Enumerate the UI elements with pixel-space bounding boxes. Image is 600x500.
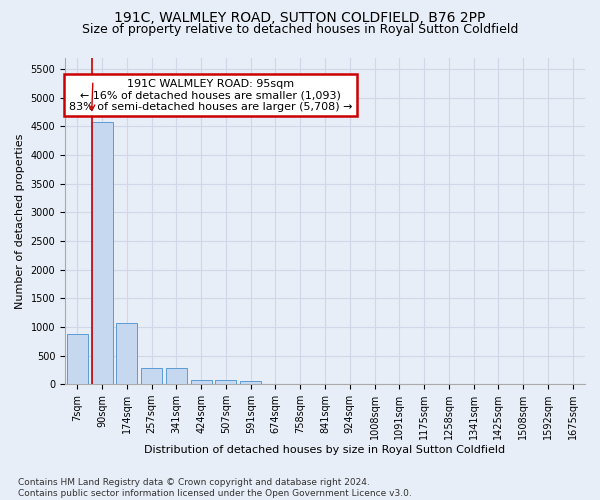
Bar (215, 380, 236, 384)
Text: 191C, WALMLEY ROAD, SUTTON COLDFIELD, B76 2PP: 191C, WALMLEY ROAD, SUTTON COLDFIELD, B7… (115, 11, 485, 25)
Text: 191C WALMLEY ROAD: 95sqm
← 16% of detached houses are smaller (1,093)
83% of sem: 191C WALMLEY ROAD: 95sqm ← 16% of detach… (69, 78, 352, 112)
Text: Size of property relative to detached houses in Royal Sutton Coldfield: Size of property relative to detached ho… (82, 24, 518, 36)
Bar (116, 324, 137, 384)
Bar (141, 368, 162, 384)
Text: Contains HM Land Registry data © Crown copyright and database right 2024.
Contai: Contains HM Land Registry data © Crown c… (18, 478, 412, 498)
Bar (67, 334, 88, 384)
Bar (92, 122, 113, 384)
X-axis label: Distribution of detached houses by size in Royal Sutton Coldfield: Distribution of detached houses by size … (145, 445, 506, 455)
Y-axis label: Number of detached properties: Number of detached properties (15, 133, 25, 308)
Bar (166, 368, 187, 384)
Bar (191, 380, 212, 384)
Bar (240, 382, 261, 384)
